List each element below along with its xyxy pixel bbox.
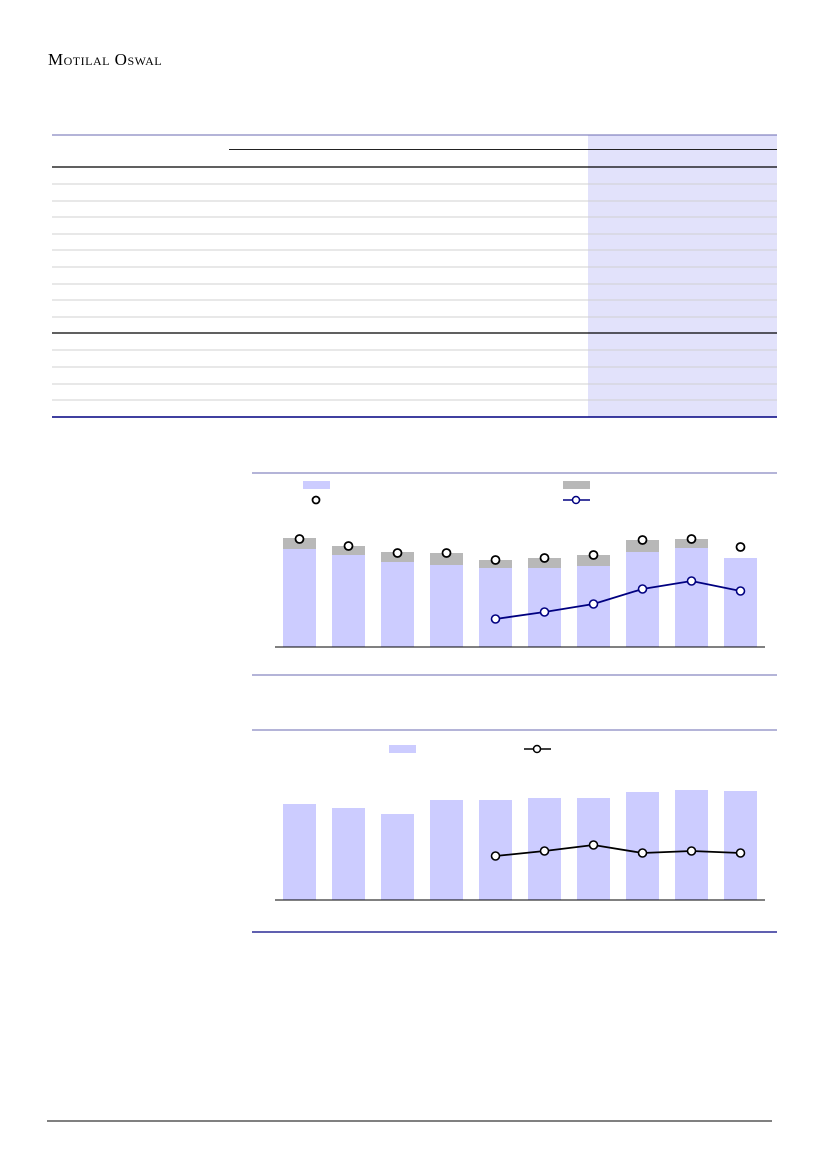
point bbox=[637, 848, 648, 858]
marker bbox=[686, 534, 697, 544]
point bbox=[490, 851, 501, 861]
bar bbox=[430, 553, 463, 565]
marker bbox=[588, 550, 599, 560]
bar bbox=[479, 800, 512, 900]
bar bbox=[381, 814, 414, 900]
point bbox=[686, 846, 697, 856]
bar bbox=[577, 555, 610, 566]
bar bbox=[283, 804, 316, 900]
point bbox=[735, 848, 746, 858]
line bbox=[495, 844, 741, 857]
marker bbox=[490, 555, 501, 565]
bar bbox=[283, 549, 316, 647]
bar bbox=[724, 791, 757, 900]
bar bbox=[626, 540, 659, 552]
bar bbox=[528, 558, 561, 568]
bar bbox=[724, 558, 757, 647]
point bbox=[588, 599, 599, 609]
bar bbox=[675, 548, 708, 647]
bar bbox=[675, 790, 708, 900]
marker bbox=[343, 541, 354, 551]
point bbox=[539, 607, 550, 617]
bar bbox=[332, 555, 365, 647]
marker bbox=[735, 542, 746, 552]
bar bbox=[332, 808, 365, 900]
marker bbox=[294, 534, 305, 544]
bar bbox=[430, 565, 463, 647]
bar bbox=[479, 568, 512, 647]
table bbox=[52, 134, 777, 418]
marker bbox=[441, 548, 452, 558]
table-shade bbox=[588, 135, 777, 417]
bar bbox=[381, 562, 414, 647]
point bbox=[588, 840, 599, 850]
marker bbox=[392, 548, 403, 558]
marker bbox=[637, 535, 648, 545]
legend-swatch bbox=[303, 481, 330, 489]
point bbox=[490, 614, 501, 624]
legend-swatch bbox=[389, 745, 416, 753]
point bbox=[735, 586, 746, 596]
point bbox=[686, 576, 697, 586]
line bbox=[495, 580, 741, 620]
legend-marker bbox=[311, 495, 321, 505]
legend-marker bbox=[532, 744, 542, 754]
bar bbox=[626, 792, 659, 900]
brand: Motilal Oswal bbox=[48, 50, 162, 69]
point bbox=[637, 584, 648, 594]
bar bbox=[626, 552, 659, 647]
point bbox=[539, 846, 550, 856]
table-rows bbox=[52, 183, 777, 401]
marker bbox=[539, 553, 550, 563]
bar bbox=[430, 800, 463, 900]
legend-swatch bbox=[563, 481, 590, 489]
legend-marker bbox=[571, 495, 581, 505]
